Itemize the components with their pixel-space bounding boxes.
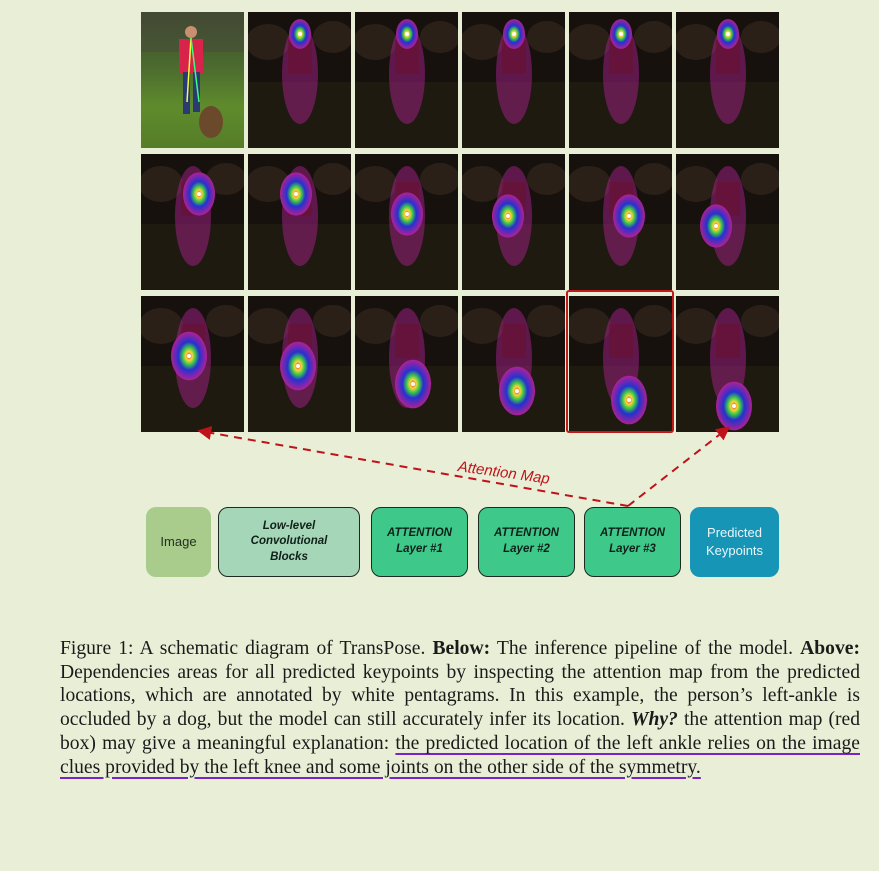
attention-map-cell (569, 154, 672, 290)
attention-map-cell (462, 12, 565, 148)
caption-above-label: Above: (800, 638, 860, 659)
attention-map-cell (676, 296, 779, 432)
attention-map-cell (141, 154, 244, 290)
predicted-keypoints-block: Predicted Keypoints (690, 507, 779, 577)
attention-layer-2-block: ATTENTION Layer #2 (478, 507, 575, 577)
caption-prefix: Figure 1: A schematic diagram of TransPo… (60, 638, 433, 659)
attention-map-cell (248, 154, 351, 290)
attention-map-cell (355, 12, 458, 148)
attention-layer-3-label: ATTENTION Layer #3 (600, 527, 665, 555)
highlight-red-box (566, 290, 674, 433)
image-block-label: Image (160, 534, 197, 550)
caption-why-label: Why? (631, 709, 678, 731)
attention-map-cell (355, 296, 458, 432)
attention-map-label: Attention Map (456, 458, 551, 488)
attention-map-cell (462, 154, 565, 290)
attention-map-cell (248, 296, 351, 432)
caption-why-text: the attention map (red box) may give a m… (60, 709, 860, 754)
caption-above-text: Dependencies areas for all predicted key… (60, 661, 860, 731)
caption-below-label: Below: (432, 638, 491, 659)
figure-caption: Figure 1: A schematic diagram of TransPo… (60, 637, 860, 779)
attention-arrow-right (627, 426, 731, 507)
attention-map-cell (462, 296, 565, 432)
attention-map-cell (676, 154, 779, 290)
attention-map-cell (676, 12, 779, 148)
attention-arrow-left (197, 426, 629, 507)
conv-block-label: Low-level Convolutional Blocks (250, 519, 328, 563)
attention-map-cell (569, 296, 672, 432)
attention-map-cell (355, 154, 458, 290)
conv-block: Low-level Convolutional Blocks (218, 507, 360, 577)
caption-underlined-text: the predicted location of the left ankle… (60, 732, 860, 778)
caption-below-text: The inference pipeline of the model. (490, 638, 801, 659)
predicted-keypoints-label: Predicted Keypoints (705, 525, 764, 558)
attention-map-grid (141, 12, 780, 432)
attention-layer-1-label: ATTENTION Layer #1 (387, 527, 452, 555)
attention-layer-3-block: ATTENTION Layer #3 (584, 507, 681, 577)
attention-layer-2-label: ATTENTION Layer #2 (494, 527, 559, 555)
image-block: Image (146, 507, 211, 577)
attention-map-cell (569, 12, 672, 148)
input-photo (141, 12, 244, 148)
attention-map-cell (141, 296, 244, 432)
attention-map-cell (248, 12, 351, 148)
attention-layer-1-block: ATTENTION Layer #1 (371, 507, 468, 577)
